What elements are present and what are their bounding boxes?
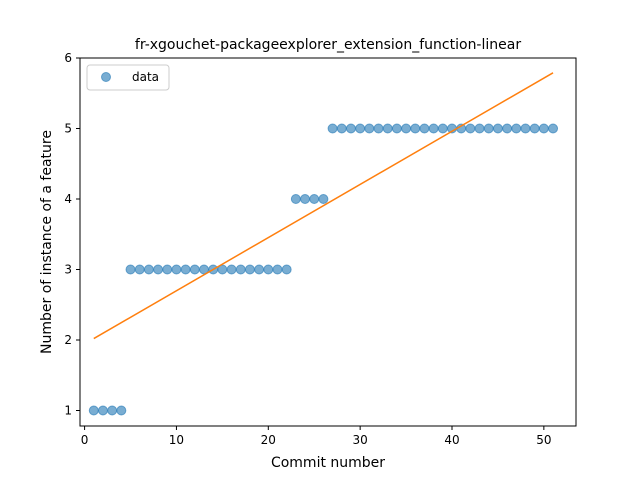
data-point: [511, 123, 522, 134]
data-point: [180, 264, 191, 275]
data-point: [309, 193, 320, 204]
y-axis-label: Number of instance of a feature: [39, 130, 55, 354]
data-point: [410, 123, 421, 134]
data-point: [548, 123, 559, 134]
data-point: [272, 264, 283, 275]
data-point: [465, 123, 476, 134]
data-point: [327, 123, 338, 134]
data-point: [300, 193, 311, 204]
data-point: [153, 264, 164, 275]
x-tick-label: 10: [169, 433, 184, 447]
data-point: [116, 405, 127, 416]
plot-area: [80, 58, 576, 426]
x-tick-label: 40: [444, 433, 459, 447]
data-point: [373, 123, 384, 134]
data-point: [125, 264, 136, 275]
y-tick-label: 4: [64, 192, 72, 206]
data-point: [419, 123, 430, 134]
y-tick-label: 1: [64, 403, 72, 417]
data-point: [355, 123, 366, 134]
series-layer: [88, 72, 559, 416]
data-point: [538, 123, 549, 134]
data-point: [263, 264, 274, 275]
data-point: [244, 264, 255, 275]
data-point: [97, 405, 108, 416]
legend-label-data: data: [132, 70, 159, 84]
x-tick-label: 0: [81, 433, 89, 447]
x-tick-label: 20: [261, 433, 276, 447]
data-point: [107, 405, 118, 416]
linear-fit-line: [93, 72, 554, 340]
x-tick-label: 30: [353, 433, 368, 447]
data-point: [391, 123, 402, 134]
data-point: [134, 264, 145, 275]
axes-layer: [79, 57, 577, 427]
data-point: [428, 123, 439, 134]
data-point: [235, 264, 246, 275]
data-point: [492, 123, 503, 134]
data-point: [483, 123, 494, 134]
data-point: [290, 193, 301, 204]
legend-box: [86, 64, 170, 91]
data-point: [281, 264, 292, 275]
data-point: [520, 123, 531, 134]
data-point: [189, 264, 200, 275]
data-point: [502, 123, 513, 134]
legend: data: [86, 64, 170, 91]
data-point: [529, 123, 540, 134]
ticks-layer: 0 10 20 30 40 50 1 2 3 4 5 6: [64, 51, 551, 447]
data-point: [345, 123, 356, 134]
data-point: [226, 264, 237, 275]
data-point: [336, 123, 347, 134]
data-point: [437, 123, 448, 134]
data-point: [318, 193, 329, 204]
data-point: [364, 123, 375, 134]
data-point: [171, 264, 182, 275]
y-tick-label: 2: [64, 333, 72, 347]
x-axis-label: Commit number: [271, 455, 385, 471]
data-point: [162, 264, 173, 275]
data-point: [88, 405, 99, 416]
data-point: [254, 264, 265, 275]
legend-marker-data: [101, 72, 111, 82]
axes-frame: [79, 57, 577, 427]
data-point: [474, 123, 485, 134]
y-tick-label: 3: [64, 262, 72, 276]
y-tick-label: 6: [64, 51, 72, 65]
data-point: [143, 264, 154, 275]
x-tick-label: 50: [536, 433, 551, 447]
chart-title: fr-xgouchet-packageexplorer_extension_fu…: [135, 37, 521, 53]
data-point: [382, 123, 393, 134]
data-point: [401, 123, 412, 134]
y-tick-label: 5: [64, 121, 72, 135]
